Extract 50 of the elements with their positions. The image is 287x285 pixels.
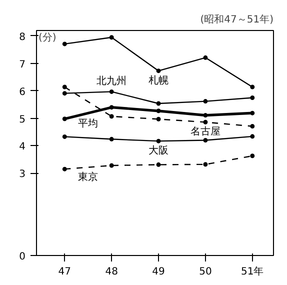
point xyxy=(109,136,114,142)
point xyxy=(156,68,161,74)
point xyxy=(250,95,255,100)
point xyxy=(250,124,255,129)
series-label: 東京 xyxy=(78,170,98,183)
x-tick-label: 49 xyxy=(152,266,165,278)
point xyxy=(109,89,114,94)
y-tick-label: 6 xyxy=(19,86,26,98)
y-tick-label: 8 xyxy=(19,32,26,43)
point xyxy=(156,162,161,167)
point xyxy=(156,116,161,122)
point xyxy=(203,99,208,104)
y-tick-label: 3 xyxy=(19,169,26,180)
y-tick-label: 5 xyxy=(19,114,26,126)
point xyxy=(109,163,114,168)
x-tick-label: 48 xyxy=(105,266,118,278)
point xyxy=(156,108,161,114)
series-label: 北九州 xyxy=(96,75,127,88)
x-tick-label: 50 xyxy=(199,266,212,278)
point xyxy=(203,138,208,143)
point xyxy=(62,42,67,46)
point xyxy=(250,134,255,139)
point xyxy=(62,116,67,122)
series-label: 大阪 xyxy=(148,144,169,157)
series-label: 札幌 xyxy=(148,74,169,86)
x-tick-label: 51年 xyxy=(241,266,264,278)
series-label: 平均 xyxy=(78,118,98,130)
point xyxy=(62,134,67,139)
point xyxy=(250,154,255,158)
point xyxy=(156,101,161,106)
point xyxy=(203,162,208,167)
y-tick-label: 0 xyxy=(19,252,26,262)
series-label: 名古屋 xyxy=(190,126,220,138)
chart-subtitle: (昭和47～51年) xyxy=(200,14,274,26)
y-axis-title: (分) xyxy=(38,32,56,44)
point xyxy=(203,120,208,124)
point xyxy=(109,105,114,110)
point xyxy=(109,114,114,119)
y-tick-label: 4 xyxy=(19,142,26,153)
point xyxy=(250,84,255,90)
point xyxy=(62,166,67,172)
point xyxy=(203,55,208,60)
point xyxy=(62,84,67,90)
y-tick-label: 7 xyxy=(19,59,26,70)
point xyxy=(109,35,114,40)
x-tick-label: 47 xyxy=(58,266,72,278)
point xyxy=(156,138,161,144)
point xyxy=(62,91,67,96)
point xyxy=(250,110,255,116)
point xyxy=(203,113,208,118)
